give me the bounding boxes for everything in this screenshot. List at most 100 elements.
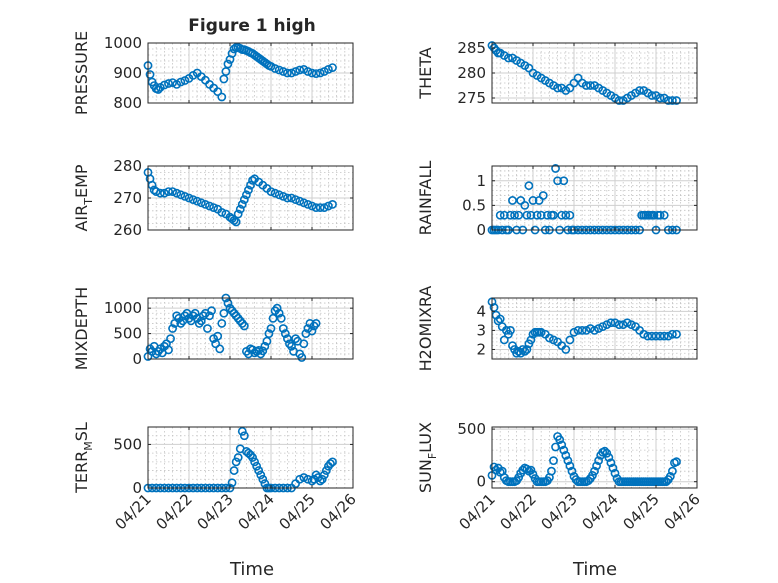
- y-tick-label: 2: [476, 340, 486, 358]
- data-point: [319, 203, 329, 212]
- chart-title: Figure 1 high: [188, 16, 316, 36]
- data-point: [559, 445, 569, 455]
- data-point: [590, 466, 599, 476]
- data-point: [159, 80, 169, 90]
- data-point: [590, 326, 599, 335]
- data-point: [151, 187, 161, 196]
- data-point: [299, 198, 309, 208]
- data-point: [164, 79, 173, 88]
- data-point: [555, 435, 565, 445]
- y-axis-label: RAINFALL: [416, 161, 435, 236]
- data-point: [514, 210, 524, 220]
- subplot-4: 050004/2104/2204/2304/2404/2504/26TERRMS…: [72, 422, 360, 533]
- data-point: [549, 335, 558, 345]
- data-point: [235, 204, 245, 214]
- data-point: [592, 461, 601, 471]
- data-point: [655, 210, 665, 220]
- data-point: [295, 196, 305, 206]
- data-point: [223, 298, 233, 308]
- data-point: [551, 164, 560, 173]
- y-tick-label: 0.5: [462, 196, 486, 214]
- data-point: [159, 188, 169, 198]
- data-point: [278, 67, 288, 76]
- data-point: [553, 83, 562, 93]
- data-point: [291, 195, 300, 204]
- data-point: [237, 199, 247, 209]
- data-point: [557, 210, 567, 220]
- x-tick-label: 04/26: [317, 490, 360, 533]
- data-point: [153, 85, 163, 94]
- data-point: [221, 67, 231, 76]
- y-axis-label: AIRTEMP: [72, 164, 95, 231]
- data-point: [227, 49, 237, 58]
- data-point: [282, 68, 292, 78]
- data-point: [512, 348, 521, 358]
- data-point: [295, 65, 305, 75]
- data-point: [647, 91, 657, 100]
- data-point: [506, 210, 515, 220]
- data-point: [542, 210, 552, 220]
- data-point: [495, 210, 505, 220]
- y-axis-label: PRESSURE: [72, 31, 91, 115]
- data-point: [311, 69, 321, 78]
- axes-frame: [147, 426, 354, 489]
- y-tick-label: 0: [476, 473, 486, 491]
- data-point: [655, 93, 665, 103]
- data-point: [528, 469, 538, 479]
- data-point: [663, 96, 673, 105]
- data-point: [315, 476, 325, 486]
- data-point: [614, 320, 624, 330]
- data-point: [205, 311, 214, 321]
- y-axis-label: TERRMSL: [72, 422, 95, 494]
- data-point: [577, 326, 587, 335]
- data-point: [561, 450, 571, 460]
- y-tick-label: 285: [457, 39, 486, 57]
- data-point: [549, 210, 558, 220]
- data-point: [233, 209, 243, 219]
- data-point: [184, 193, 194, 203]
- data-point: [315, 203, 325, 212]
- data-point: [639, 329, 649, 339]
- data-point: [215, 344, 225, 354]
- data-point: [315, 68, 325, 78]
- data-point: [168, 187, 177, 196]
- subplot-grid: 8009001000PRESSURE260270280AIRTEMP050010…: [72, 31, 704, 533]
- data-point: [299, 473, 309, 482]
- data-point: [514, 346, 524, 356]
- data-point: [598, 322, 608, 331]
- y-axis-label: MIXDEPTH: [72, 287, 91, 370]
- data-point: [246, 180, 255, 190]
- data-point: [520, 346, 530, 356]
- data-point: [668, 329, 677, 339]
- data-point: [229, 215, 239, 225]
- y-axis-label: SUNFLUX: [416, 422, 439, 493]
- data-point: [323, 201, 333, 211]
- x-tick-label: 04/21: [456, 490, 499, 533]
- data-point: [581, 326, 591, 335]
- data-point: [547, 466, 556, 476]
- data-point: [659, 331, 669, 341]
- data-point: [217, 92, 227, 102]
- data-point: [567, 466, 577, 476]
- subplot-6: 0 0.5 1 RAINFALL: [416, 161, 698, 239]
- y-tick-label: 500: [457, 420, 486, 438]
- data-point: [526, 210, 536, 220]
- data-point: [493, 316, 503, 326]
- y-tick-label: 0: [476, 221, 486, 239]
- data-point: [164, 187, 173, 196]
- data-point: [563, 456, 573, 466]
- data-point: [610, 468, 620, 478]
- y-tick-label: 0: [132, 350, 142, 368]
- data-point: [229, 466, 239, 475]
- data-point: [196, 198, 206, 208]
- data-point: [602, 448, 612, 458]
- data-point: [155, 188, 165, 198]
- data-point: [196, 316, 206, 326]
- data-point: [276, 313, 286, 323]
- data-point: [532, 210, 542, 220]
- y-axis-label: THETA: [416, 47, 435, 99]
- y-axis-label: H2OMIXRA: [416, 286, 435, 372]
- data-point: [254, 466, 264, 475]
- x-tick-label: 04/25: [276, 490, 319, 533]
- data-point: [260, 341, 270, 351]
